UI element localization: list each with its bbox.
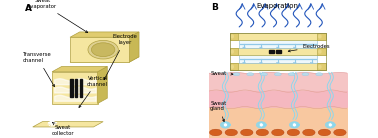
Ellipse shape bbox=[318, 34, 322, 39]
Bar bbox=[229, 33, 326, 70]
Polygon shape bbox=[33, 122, 103, 127]
Ellipse shape bbox=[209, 129, 222, 136]
Ellipse shape bbox=[302, 73, 309, 76]
Text: B: B bbox=[211, 3, 218, 12]
Bar bbox=[70, 79, 73, 97]
Circle shape bbox=[223, 123, 228, 127]
Text: Electrode
layer: Electrode layer bbox=[104, 34, 138, 80]
Circle shape bbox=[328, 123, 332, 127]
Ellipse shape bbox=[288, 73, 295, 76]
Ellipse shape bbox=[88, 40, 118, 59]
Text: Transverse
channel: Transverse channel bbox=[23, 52, 54, 87]
Bar bbox=[239, 40, 317, 48]
Ellipse shape bbox=[316, 73, 323, 76]
Bar bbox=[229, 48, 239, 55]
Ellipse shape bbox=[225, 129, 237, 136]
Text: Sweat
gland: Sweat gland bbox=[210, 101, 226, 122]
Polygon shape bbox=[129, 32, 139, 62]
Circle shape bbox=[292, 123, 296, 127]
Ellipse shape bbox=[318, 129, 331, 136]
Text: A: A bbox=[25, 4, 31, 13]
Ellipse shape bbox=[272, 129, 284, 136]
Polygon shape bbox=[70, 37, 129, 62]
Text: Evaporation: Evaporation bbox=[257, 3, 299, 9]
Ellipse shape bbox=[233, 73, 240, 76]
Bar bbox=[75, 79, 77, 97]
Bar bbox=[229, 48, 326, 55]
Ellipse shape bbox=[247, 73, 254, 76]
Polygon shape bbox=[70, 32, 139, 37]
Ellipse shape bbox=[318, 49, 322, 54]
Ellipse shape bbox=[334, 129, 346, 136]
Text: Sweat
evaporator: Sweat evaporator bbox=[28, 0, 88, 33]
Bar bbox=[229, 33, 326, 40]
Bar bbox=[317, 33, 326, 40]
Ellipse shape bbox=[256, 129, 268, 136]
Polygon shape bbox=[52, 72, 98, 104]
Text: Sweat
collector: Sweat collector bbox=[52, 123, 74, 136]
Bar bbox=[317, 63, 326, 70]
Circle shape bbox=[259, 123, 263, 127]
Bar bbox=[317, 48, 326, 55]
Ellipse shape bbox=[303, 129, 315, 136]
Ellipse shape bbox=[287, 129, 300, 136]
Ellipse shape bbox=[240, 129, 253, 136]
Bar bbox=[229, 33, 239, 40]
Ellipse shape bbox=[231, 34, 234, 39]
Ellipse shape bbox=[318, 65, 322, 69]
Ellipse shape bbox=[231, 65, 234, 69]
Ellipse shape bbox=[274, 73, 281, 76]
Circle shape bbox=[51, 121, 53, 124]
Bar bbox=[80, 79, 82, 97]
Polygon shape bbox=[98, 67, 107, 104]
Polygon shape bbox=[52, 67, 107, 72]
Bar bbox=[239, 55, 317, 63]
Text: Vertical
channel: Vertical channel bbox=[79, 76, 108, 108]
Polygon shape bbox=[70, 57, 139, 62]
Bar bbox=[229, 63, 239, 70]
Text: Electrodes: Electrodes bbox=[288, 44, 330, 52]
Bar bbox=[229, 63, 326, 70]
Text: Sweat: Sweat bbox=[210, 71, 233, 75]
Ellipse shape bbox=[231, 49, 234, 54]
Bar bbox=[276, 50, 281, 53]
Bar bbox=[269, 50, 274, 53]
Ellipse shape bbox=[260, 73, 268, 76]
Ellipse shape bbox=[91, 43, 115, 57]
